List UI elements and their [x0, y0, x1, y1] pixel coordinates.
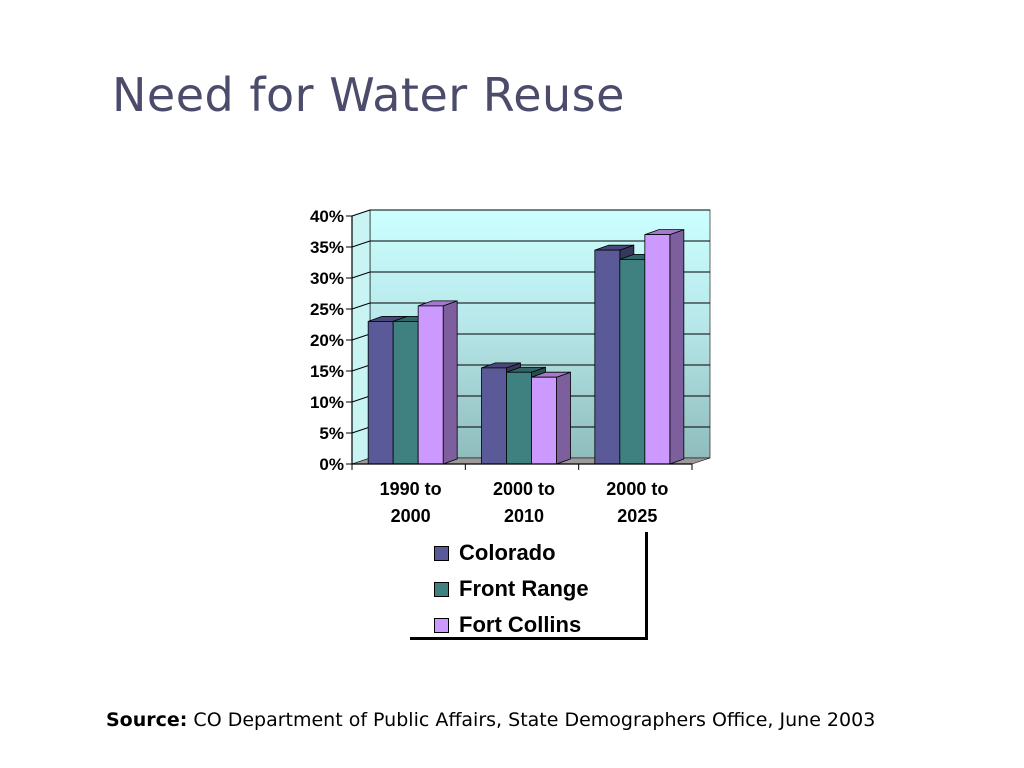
gridline-side [351, 302, 371, 310]
bar-front [417, 305, 444, 465]
gridline-side [351, 364, 371, 372]
legend-item-front-range: Front Range [434, 576, 589, 602]
bar-fort-collins [531, 371, 571, 465]
x-tick-label: 2000 to [493, 479, 555, 499]
legend-item-colorado: Colorado [434, 540, 556, 566]
y-tick-label: 40% [310, 207, 344, 226]
bar-front [531, 376, 557, 465]
legend-item-fort-collins: Fort Collins [434, 612, 581, 638]
bar-front [619, 258, 646, 465]
source-label: Source: [106, 709, 188, 731]
gridline-side [351, 426, 371, 434]
legend-swatch-fort-collins [434, 617, 449, 633]
gridline-side [351, 209, 371, 217]
bar-front [481, 367, 507, 465]
legend-label-front-range: Front Range [459, 576, 589, 601]
bar-front [392, 320, 419, 465]
gridline-side [351, 240, 371, 248]
slide-title: Need for Water Reuse [112, 68, 625, 122]
bar-front [367, 320, 394, 465]
source-citation: Source: CO Department of Public Affairs,… [106, 709, 875, 731]
chart-legend: Colorado Front Range Fort Collins [410, 532, 648, 640]
y-tick-label: 25% [310, 300, 344, 319]
bar-front [506, 371, 532, 465]
legend-swatch-front-range [434, 581, 449, 597]
bar-side [442, 300, 458, 465]
y-tick-label: 35% [310, 238, 344, 257]
x-tick-label: 2025 [617, 506, 657, 526]
x-tick-label: 2010 [504, 506, 544, 526]
y-tick-label: 0% [319, 455, 344, 474]
gridline-side [351, 271, 371, 279]
x-tick-label: 2000 to [606, 479, 668, 499]
source-text: CO Department of Public Affairs, State D… [187, 709, 876, 731]
y-tick-label: 5% [319, 424, 344, 443]
gridline-side [351, 395, 371, 403]
bar-fort-collins [644, 229, 685, 465]
y-tick-label: 30% [310, 269, 344, 288]
x-tick-label: 2000 [391, 506, 431, 526]
legend-label-fort-collins: Fort Collins [459, 612, 582, 637]
bar-fort-collins [417, 300, 458, 465]
x-tick-label: 1990 to [380, 479, 442, 499]
bar-front [644, 234, 671, 465]
y-tick-label: 20% [310, 331, 344, 350]
legend-label-colorado: Colorado [459, 540, 556, 565]
gridline-side [351, 333, 371, 341]
bar-side [556, 371, 571, 465]
legend-swatch-colorado [434, 545, 449, 561]
y-tick-label: 15% [310, 362, 344, 381]
y-tick-label: 10% [310, 393, 344, 412]
bar-front [594, 249, 621, 465]
bar-side [669, 229, 685, 465]
